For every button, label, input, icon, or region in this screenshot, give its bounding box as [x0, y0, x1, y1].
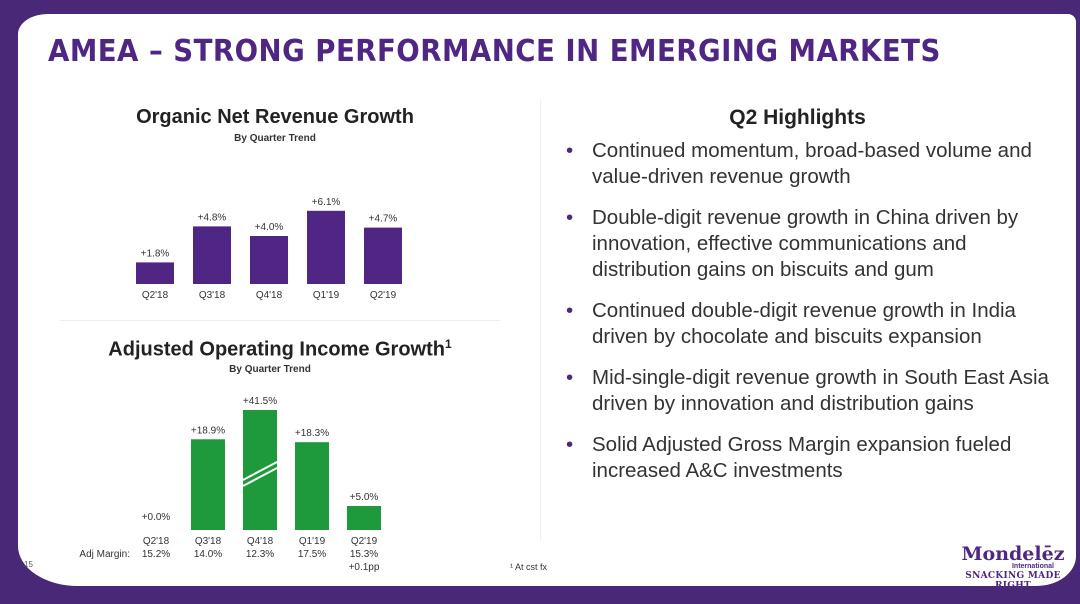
- bar: [364, 227, 402, 284]
- data-label: +1.8%: [141, 248, 170, 259]
- highlight-item: Solid Adjusted Gross Margin expansion fu…: [566, 432, 1056, 484]
- x-tick-label: Q1'19: [313, 290, 340, 301]
- data-label: +4.7%: [369, 214, 398, 225]
- data-label: +18.9%: [191, 425, 225, 436]
- x-tick-label: Q4'18: [247, 536, 274, 547]
- divider: [540, 100, 541, 540]
- data-label: +41.5%: [243, 396, 277, 407]
- x-tick-label: Q3'18: [199, 290, 226, 301]
- slide-title: AMEA – STRONG PERFORMANCE IN EMERGING MA…: [48, 34, 941, 69]
- data-label: +6.1%: [312, 197, 341, 208]
- x-tick-label: Q2'18: [142, 290, 169, 301]
- chart2-title-text: Adjusted Operating Income Growth: [108, 338, 445, 361]
- highlights-list: Continued momentum, broad-based volume a…: [566, 138, 1056, 499]
- adj-margin-value: 15.2%: [142, 549, 170, 560]
- chart1-title: Organic Net Revenue Growth: [136, 106, 414, 128]
- margin-change: +0.1pp: [349, 562, 380, 573]
- x-tick-label: Q4'18: [256, 290, 283, 301]
- x-tick-label: Q2'19: [351, 536, 378, 547]
- adj-margin-value: 17.5%: [298, 549, 326, 560]
- x-tick-label: Q3'18: [195, 536, 222, 547]
- x-tick-label: Q2'19: [370, 290, 397, 301]
- divider: [60, 320, 500, 321]
- highlights-heading: Q2 Highlights: [729, 106, 866, 129]
- bar: [136, 262, 174, 284]
- highlight-item: Continued double-digit revenue growth in…: [566, 298, 1056, 350]
- data-label: +5.0%: [350, 492, 379, 503]
- data-label: +0.0%: [142, 512, 171, 523]
- chart2-title-sup: 1: [445, 337, 452, 351]
- bar: [191, 439, 225, 530]
- logo-tagline: SNACKING MADE RIGHT: [965, 571, 1061, 591]
- bar: [347, 506, 381, 530]
- highlight-item: Double-digit revenue growth in China dri…: [566, 205, 1056, 283]
- adj-margin-value: 12.3%: [246, 549, 274, 560]
- data-label: +18.3%: [295, 428, 329, 439]
- mondelez-logo: Mondelēz International SNACKING MADE RIG…: [946, 543, 1080, 592]
- bar: [307, 210, 345, 284]
- chart2-subtitle: By Quarter Trend: [229, 364, 311, 375]
- highlight-item: Continued momentum, broad-based volume a…: [566, 138, 1056, 190]
- chart2-title: Adjusted Operating Income Growth1: [80, 337, 480, 362]
- x-tick-label: Q2'18: [143, 536, 170, 547]
- bar: [193, 226, 231, 284]
- adj-margin-value: 15.3%: [350, 549, 378, 560]
- adj-margin-label: Adj Margin:: [79, 549, 130, 560]
- logo-sub: International: [1011, 563, 1054, 570]
- page-number: 15: [24, 560, 33, 569]
- adj-margin-value: 14.0%: [194, 549, 222, 560]
- chart1-subtitle: By Quarter Trend: [234, 133, 316, 144]
- logo-name: Mondelēz: [961, 543, 1065, 565]
- footnote: ¹ At cst fx: [510, 562, 548, 572]
- bar: [295, 442, 329, 530]
- data-label: +4.8%: [198, 212, 227, 223]
- bar: [250, 236, 288, 284]
- axis-break: [242, 467, 278, 487]
- highlight-item: Mid-single-digit revenue growth in South…: [566, 365, 1056, 417]
- x-tick-label: Q1'19: [299, 536, 326, 547]
- data-label: +4.0%: [255, 222, 284, 233]
- axis-break: [242, 461, 278, 481]
